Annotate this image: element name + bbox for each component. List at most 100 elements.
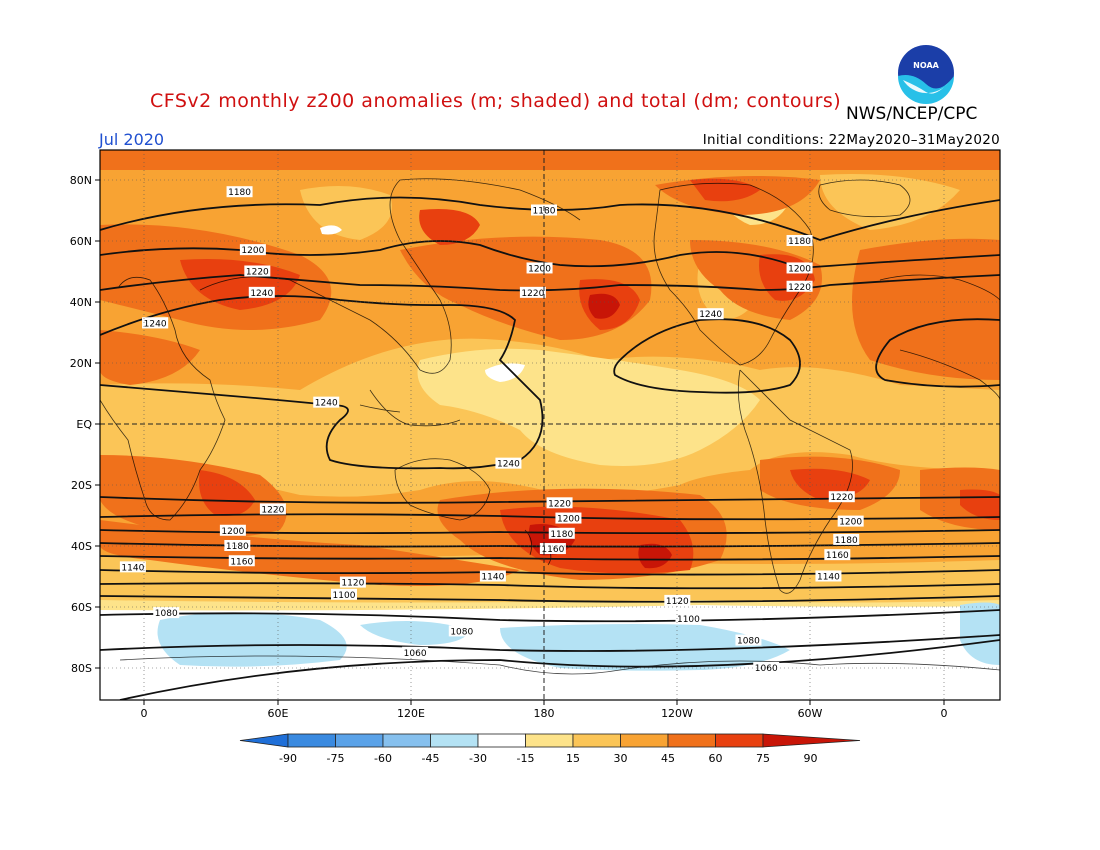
chart-title: CFSv2 monthly z200 anomalies (m; shaded)… (150, 90, 842, 112)
lon-tick-label: 60E (268, 707, 289, 720)
legend-swatch (382, 733, 431, 748)
legend-tick-label: 45 (661, 752, 675, 765)
contour-label: 1140 (479, 570, 506, 583)
contour-label: 1160 (824, 549, 851, 561)
map-frame (99, 149, 1001, 701)
lon-tick-label: 0 (141, 707, 148, 720)
legend-swatch (287, 733, 336, 748)
contour-label: 1220 (828, 491, 855, 503)
legend-tick-label: -15 (517, 752, 535, 765)
contour-label: 1180 (224, 540, 251, 552)
contour-label: 1160 (228, 555, 255, 567)
svg-text:1160: 1160 (826, 551, 849, 561)
contour-label: 1180 (548, 527, 575, 540)
lon-tick-label: 120E (397, 707, 425, 720)
svg-text:1200: 1200 (221, 527, 244, 537)
svg-text:1140: 1140 (121, 563, 144, 573)
coastlines (100, 178, 1000, 675)
lon-tick-label: 120W (661, 707, 693, 720)
contour-label: 1160 (539, 543, 566, 555)
contour-label: 1120 (664, 594, 691, 607)
legend-swatch (430, 733, 479, 748)
svg-text:1180: 1180 (550, 530, 573, 540)
legend-swatch (620, 733, 669, 748)
contour-label: 1120 (339, 576, 366, 589)
contour-label: 1080 (448, 625, 475, 637)
svg-text:1120: 1120 (666, 597, 689, 607)
svg-text:1180: 1180 (226, 542, 249, 552)
contour-label: 1220 (546, 497, 573, 509)
contour-label: 1200 (239, 244, 266, 256)
svg-text:1200: 1200 (839, 518, 862, 528)
latitude-axis: 80N 60N 40N 20N EQ 20S 40S 60S 80S (70, 174, 100, 675)
svg-text:1240: 1240 (250, 289, 273, 299)
legend-swatch (667, 733, 716, 748)
legend-swatch (715, 733, 764, 748)
contour-label: 1240 (313, 396, 340, 409)
lat-tick-label: 60S (71, 601, 92, 614)
contour-label: 1100 (331, 588, 357, 601)
contour-labels: 1180 1200 1220 1240 1240 1180 1200 1220 1240 1240… (119, 186, 864, 674)
initial-conditions: Initial conditions: 22May2020–31May2020 (702, 132, 1000, 148)
lat-tick-label: 40S (71, 540, 92, 553)
legend-tick-label: -45 (422, 752, 440, 765)
legend-arrow-left (239, 733, 289, 748)
svg-text:1080: 1080 (450, 627, 473, 637)
lat-tick-label: 20S (71, 479, 92, 492)
svg-text:1160: 1160 (230, 557, 253, 567)
contour-label: 1200 (837, 515, 864, 528)
legend-tick-label: 75 (756, 752, 770, 765)
svg-text:1220: 1220 (830, 493, 853, 503)
svg-text:1240: 1240 (497, 460, 520, 470)
contour-label: 1220 (519, 286, 546, 299)
lat-tick-label: 60N (70, 235, 92, 248)
forecast-month: Jul 2020 (99, 130, 165, 149)
contour-label: 1200 (219, 524, 246, 537)
contour-label: 1240 (495, 457, 522, 470)
svg-text:1200: 1200 (557, 515, 580, 525)
contour-label: 1140 (119, 561, 146, 573)
legend-tick-label: 90 (804, 752, 818, 765)
contour-label: 1240 (142, 317, 169, 329)
legend-tick-label: 15 (566, 752, 580, 765)
lat-tick-label: 80N (70, 174, 92, 187)
legend-swatch (525, 733, 574, 748)
svg-text:1220: 1220 (788, 283, 811, 293)
logo-text: NOAA (913, 61, 939, 70)
lat-tick-label: 20N (70, 357, 92, 370)
noaa-logo-icon: NOAA (896, 43, 956, 104)
svg-text:1240: 1240 (315, 399, 338, 409)
svg-text:1100: 1100 (677, 615, 700, 625)
svg-text:1120: 1120 (341, 579, 364, 589)
legend-tick-label: -90 (279, 752, 297, 765)
svg-text:1100: 1100 (333, 591, 356, 601)
lat-tick-label: EQ (76, 418, 92, 431)
contour-label: 1180 (226, 186, 253, 198)
svg-text:1180: 1180 (835, 536, 858, 546)
legend-tick-label: -60 (374, 752, 392, 765)
contour-label: 1140 (815, 570, 842, 583)
contour-label: 1080 (153, 607, 180, 619)
contour-label: 1200 (555, 512, 582, 525)
lon-tick-label: 0 (941, 707, 948, 720)
legend-tick-label: -75 (327, 752, 345, 765)
contour-label: 1180 (833, 533, 860, 546)
contour-label: 1060 (753, 662, 780, 674)
svg-text:1160: 1160 (541, 545, 564, 555)
svg-text:1220: 1220 (521, 289, 544, 299)
agency-label: NWS/NCEP/CPC (846, 104, 978, 124)
cold-anomaly-regions (157, 602, 1000, 671)
lon-tick-label: 180 (534, 707, 555, 720)
contour-label: 1180 (786, 235, 813, 247)
contour-label: 1220 (259, 503, 286, 515)
svg-text:1200: 1200 (528, 264, 551, 274)
svg-text:1180: 1180 (788, 237, 811, 247)
contour-label: 1220 (244, 265, 271, 278)
svg-text:1140: 1140 (481, 573, 504, 583)
longitude-axis: 0 60E 120E 180 120W 60W 0 (141, 700, 948, 720)
legend-arrow-right (762, 733, 861, 748)
svg-text:1200: 1200 (241, 246, 264, 256)
legend-tick-label: -30 (469, 752, 487, 765)
svg-text:1140: 1140 (817, 573, 840, 583)
